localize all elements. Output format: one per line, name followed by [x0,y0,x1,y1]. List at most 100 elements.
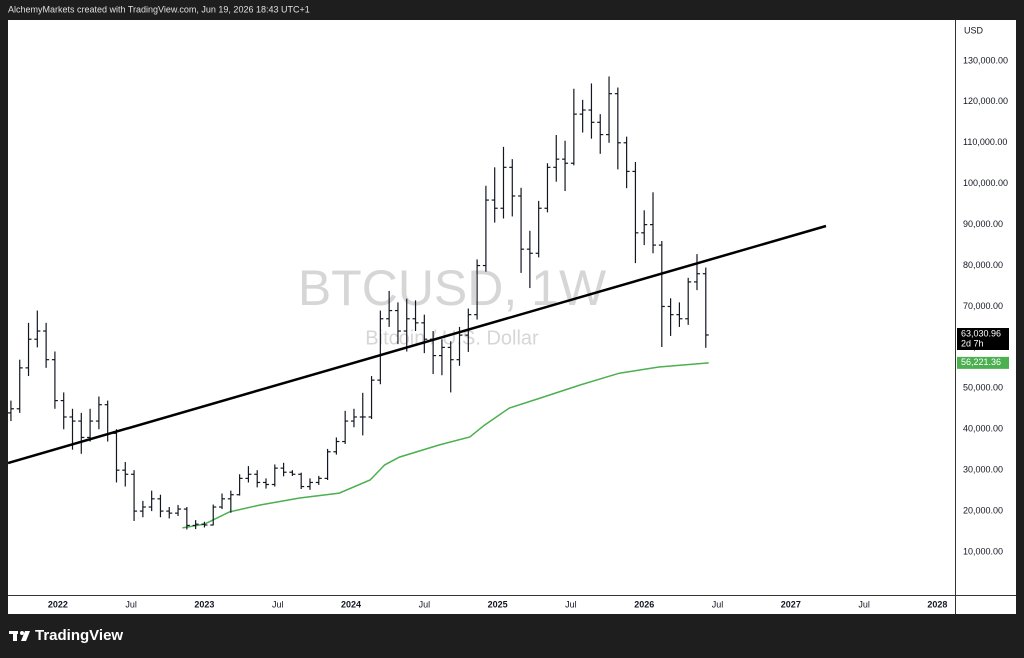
price-bar [544,163,551,213]
x-tick-label: Jul [712,599,724,609]
price-bar [69,408,76,450]
header-text: AlchemyMarkets created with TradingView.… [8,4,310,14]
price-bar [394,302,401,345]
x-tick-label: 2022 [48,599,68,609]
price-bar [386,290,393,327]
price-bar [526,230,533,289]
trendline [8,224,827,465]
last-price-box [957,327,1009,350]
plot [8,76,827,530]
price-bar [219,493,226,510]
price-bar [34,310,41,348]
price-bar [60,392,67,430]
x-tick-label: Jul [272,599,284,609]
price-bar [324,448,331,480]
x-tick-label: 2026 [634,599,654,609]
price-bar [8,400,14,422]
y-tick-label: 80,000.00 [963,260,1003,270]
price-bar [157,494,164,518]
price-bar [175,504,182,517]
price-bar [342,410,349,444]
price-bar [315,475,322,485]
price-bar [289,470,296,476]
price-bar [139,500,146,518]
x-tick-label: Jul [125,599,137,609]
price-bar [263,478,270,489]
y-tick-label: 40,000.00 [963,424,1003,434]
x-tick-label: 2028 [927,599,947,609]
price-bar [25,322,32,377]
price-bar [192,520,199,530]
price-bar [271,464,278,487]
last-price-label: 63,030.96 [961,328,1001,338]
x-tick-label: Jul [565,599,577,609]
price-bar [676,302,683,327]
price-bar [570,88,577,166]
x-tick-label: 2023 [194,599,214,609]
countdown-label: 2d 7h [961,338,984,348]
price-bar [685,277,692,325]
x-tick-label: Jul [858,599,870,609]
y-tick-label: 30,000.00 [963,465,1003,475]
price-bar [403,298,410,352]
price-bar [95,396,102,430]
price-bar [650,192,657,254]
price-bar [148,490,155,512]
price-bar [350,408,357,428]
price-bar [51,351,58,409]
price-bar [658,240,665,347]
price-bar [245,466,252,483]
y-tick-label: 100,000.00 [963,178,1008,188]
price-bar [16,359,23,413]
price-bar [210,504,217,526]
price-bar [421,314,428,354]
price-bar [509,159,516,217]
price-bar [359,392,366,436]
price-bar [474,259,481,320]
y-tick-label: 110,000.00 [963,137,1007,147]
price-bar [667,298,674,336]
price-bar [500,146,507,219]
watermark-symbol: BTCUSD, 1W [298,260,607,316]
x-tick-label: 2027 [781,599,801,609]
footer-brand: TradingView [35,627,123,644]
price-bar [491,167,498,223]
price-bar [280,462,287,477]
y-tick-label: 10,000.00 [963,546,1003,556]
price-bar [122,461,129,487]
y-tick-label: 90,000.00 [963,219,1003,229]
price-bar [333,437,340,455]
moving-average [182,362,709,529]
price-bar [306,478,313,490]
price-bar [518,187,525,273]
price-bar [588,83,595,139]
price-bar [482,185,489,272]
price-bar [368,376,375,420]
y-tick-label: 50,000.00 [963,383,1003,393]
currency-label: USD [964,25,984,35]
price-bar [606,76,613,143]
watermark-description: Bitcoin / U.S. Dollar [365,327,539,349]
price-bar [78,412,85,454]
price-bar [579,99,586,133]
y-tick-label: 20,000.00 [963,505,1003,515]
y-tick-label: 70,000.00 [963,301,1003,311]
price-bar [641,210,648,246]
price-bar [447,341,454,393]
price-bar [412,300,419,332]
x-tick-label: Jul [419,599,431,609]
price-bar [377,310,384,385]
price-bar [201,521,208,528]
footer-logo [9,631,30,641]
price-bar [597,114,604,154]
x-tick-label: 2024 [341,599,361,609]
y-tick-label: 130,000.00 [963,55,1008,65]
price-bar [183,507,190,530]
price-bar [702,267,709,348]
price-bar [623,136,630,189]
price-bar [438,339,445,376]
y-tick-label: 120,000.00 [963,96,1008,106]
ma-price-box [957,356,1009,369]
